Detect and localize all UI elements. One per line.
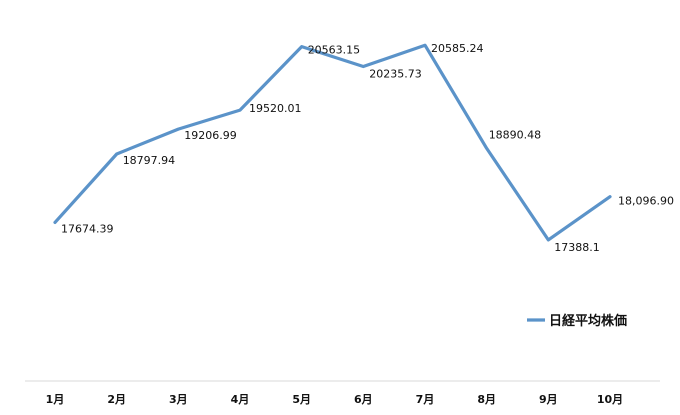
data-label: 18,096.90 bbox=[618, 195, 674, 208]
data-labels: 17674.39 18797.94 19206.99 19520.01 20563.15… bbox=[61, 42, 674, 254]
legend-label: 日経平均株価 bbox=[549, 313, 627, 329]
x-tick-label: 8月 bbox=[477, 393, 496, 406]
x-tick-label: 10月 bbox=[597, 393, 623, 406]
data-label: 18797.94 bbox=[123, 154, 176, 167]
x-tick-label: 5月 bbox=[292, 393, 311, 406]
series-line bbox=[53, 43, 612, 242]
data-label: 20235.73 bbox=[369, 68, 422, 81]
data-label: 18890.48 bbox=[489, 128, 542, 141]
x-tick-label: 4月 bbox=[231, 393, 250, 406]
x-tick-label: 7月 bbox=[416, 393, 435, 406]
data-label: 17674.39 bbox=[61, 222, 114, 235]
x-tick-label: 1月 bbox=[46, 393, 65, 406]
x-tick-label: 6月 bbox=[354, 393, 373, 406]
data-label: 20585.24 bbox=[431, 42, 484, 55]
x-tick-label: 9月 bbox=[539, 393, 558, 406]
x-tick-label: 3月 bbox=[169, 393, 188, 406]
data-label: 19206.99 bbox=[184, 129, 237, 142]
data-label: 20563.15 bbox=[308, 44, 361, 57]
data-label: 19520.01 bbox=[249, 102, 302, 115]
x-tick-label: 2月 bbox=[107, 393, 126, 406]
data-label: 17388.1 bbox=[554, 241, 600, 254]
x-tick-labels: 1月 2月 3月 4月 5月 6月 7月 8月 9月 10月 bbox=[46, 393, 623, 406]
legend: 日経平均株価 bbox=[527, 313, 627, 329]
